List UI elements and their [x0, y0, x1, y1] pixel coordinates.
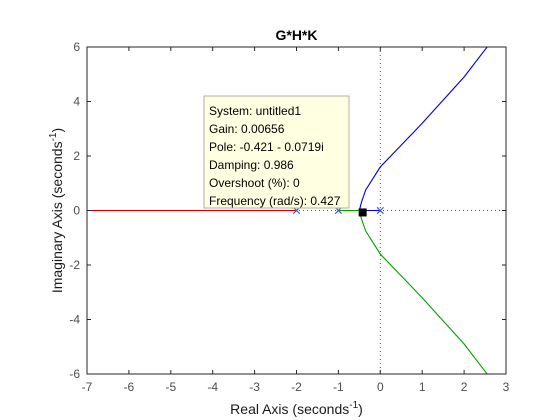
- x-tick-label: -6: [124, 380, 135, 394]
- locus-branch-3: [358, 47, 488, 212]
- data-tip-line: System: untitled1: [209, 104, 301, 118]
- pole-marker: [376, 206, 384, 215]
- x-tick-label: -5: [165, 380, 176, 394]
- reference-lines: [87, 47, 506, 374]
- data-tip-line: Pole: -0.421 - 0.0719i: [209, 140, 324, 154]
- x-tick-label: -4: [207, 380, 218, 394]
- y-tick-label: 0: [73, 204, 80, 218]
- x-tick-label: -3: [249, 380, 260, 394]
- data-tip-line: Damping: 0.986: [209, 158, 294, 172]
- x-tick-label: 3: [503, 380, 510, 394]
- data-tip-background: [203, 95, 350, 209]
- x-tick-label: -2: [291, 380, 302, 394]
- data-tip-line: Gain: 0.00656: [209, 122, 285, 136]
- y-tick-label: -4: [69, 313, 80, 327]
- chart-title: G*H*K: [275, 27, 317, 43]
- y-tick-label: 4: [73, 95, 80, 109]
- data-tip-line: Frequency (rad/s): 0.427: [209, 194, 341, 208]
- y-tick-label: 6: [73, 40, 80, 54]
- x-tick-label: 2: [461, 380, 468, 394]
- x-tick-label: 1: [419, 380, 426, 394]
- data-tip: System: untitled1 Gain: 0.00656 Pole: -0…: [203, 95, 350, 209]
- pole-marker-stroke: [376, 206, 384, 215]
- x-tick-label: 0: [377, 380, 384, 394]
- data-tip-line: Overshoot (%): 0: [209, 176, 300, 190]
- selected-point-marker: [358, 208, 367, 217]
- y-tick-label: -2: [69, 258, 80, 272]
- x-tick-label: -1: [333, 380, 344, 394]
- y-tick-label: 2: [73, 149, 80, 163]
- y-axis-label: Imaginary Axis (seconds-1): [48, 128, 65, 293]
- x-tick-label: -7: [82, 380, 93, 394]
- y-tick-label: -6: [69, 367, 80, 381]
- x-axis-label: Real Axis (seconds-1): [230, 400, 363, 417]
